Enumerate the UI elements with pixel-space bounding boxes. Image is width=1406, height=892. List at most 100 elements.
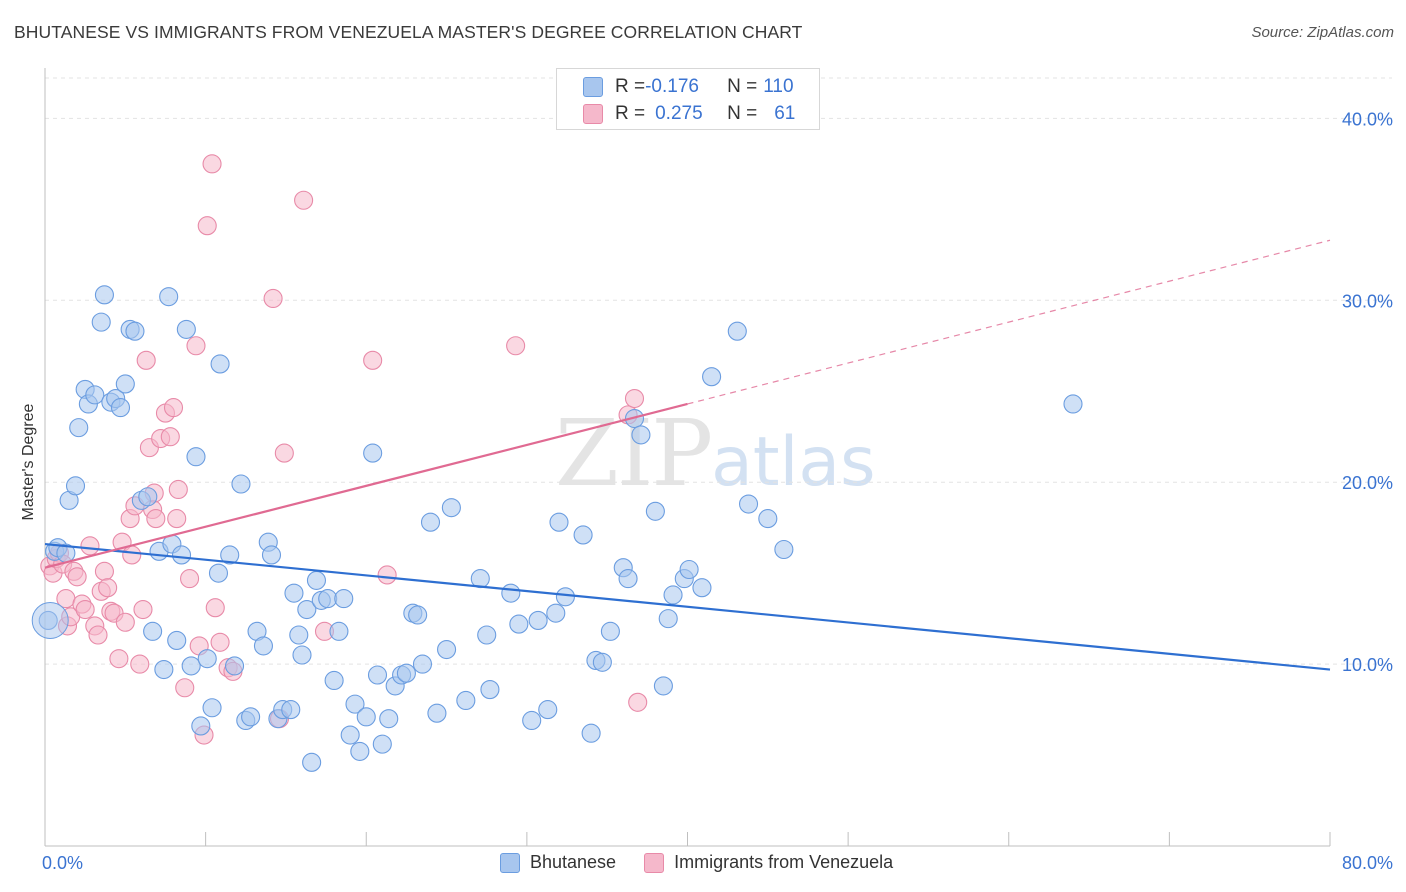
bhutanese-point [1063,394,1083,414]
legend-n-value: 110 [763,76,794,97]
bhutanese-point [167,630,187,650]
bhutanese-trend-line [44,542,1331,671]
bhutanese-point [231,474,251,494]
venezuela-point [167,509,187,529]
correlation-legend: R = -0.176 N = 110 R = 0.275 N = 61 [556,68,820,130]
bhutanese-point [363,443,383,463]
venezuela-point [133,599,153,620]
source-label: Source: ZipAtlas.com [1251,24,1394,41]
bhutanese-point [396,663,416,683]
bhutanese-point [427,703,447,723]
venezuela-point [160,427,180,447]
venezuela-trend-line-extension [687,239,1331,405]
venezuela-point [163,398,184,418]
bhutanese-point [774,539,794,560]
legend-n-value: 61 [774,103,796,124]
bhutanese-point [224,656,245,676]
bhutanese-point [297,599,317,620]
venezuela-point [75,599,95,620]
y-tick-label: 10.0% [1342,655,1393,675]
bhutanese-point [302,752,322,772]
bhutanese-point [65,476,86,496]
bhutanese-point [340,725,360,745]
bhutanese-point [379,709,399,729]
bhutanese-point [692,578,712,598]
bhutanese-point [191,716,211,736]
bhutanese-point [181,656,201,676]
venezuela-point [210,632,230,652]
venezuela-point [377,565,397,585]
legend-swatch-bhutanese [583,77,603,97]
legend-r-value: -0.176 [645,76,699,97]
bhutanese-point [143,621,163,641]
venezuela-point [180,569,200,589]
bhutanese-point [618,569,638,589]
venezuela-point [506,336,526,356]
bhutanese-point [85,385,105,405]
bhutanese-point [581,723,601,743]
legend-item-bhutanese: Bhutanese [500,852,616,873]
venezuela-point [202,154,222,174]
venezuela-point [263,288,283,309]
venezuela-point [628,692,648,712]
bhutanese-point [441,498,461,518]
legend-r-label: R = [615,103,646,124]
bhutanese-point [94,285,114,305]
venezuela-point [98,578,118,598]
bhutanese-point [600,621,620,641]
venezuela-point [80,536,100,556]
bhutanese-point [253,636,274,656]
bhutanese-point [115,374,135,394]
legend-item-venezuela: Immigrants from Venezuela [644,852,893,873]
bhutanese-point [110,398,131,418]
bhutanese-point [324,670,344,691]
bhutanese-point [546,603,566,623]
series-legend: Bhutanese Immigrants from Venezuela [500,852,921,873]
bhutanese-point [645,501,665,521]
venezuela-point [122,545,142,565]
venezuela-point [205,598,225,618]
venezuela-point [88,625,108,645]
bhutanese-point [663,585,683,605]
bhutanese-point [356,707,376,727]
venezuela-point [197,216,217,236]
bhutanese-point [345,694,365,714]
bhutanese-point [727,321,747,341]
bhutanese-point [412,654,433,674]
venezuela-point [186,336,206,356]
bhutanese-point [289,625,309,645]
venezuela-point [146,509,166,529]
y-axis-label: Master's Degree [20,403,37,520]
legend-label-venezuela: Immigrants from Venezuela [674,852,894,872]
bhutanese-point [210,354,230,374]
bhutanese-point [501,583,521,603]
bhutanese-point [318,589,338,609]
legend-swatch-venezuela [644,852,665,873]
legend-r-value: 0.275 [655,103,703,124]
bhutanese-point [631,425,651,445]
bhutanese-point [528,610,548,630]
venezuela-point [168,479,188,500]
bhutanese-point [367,665,388,685]
venezuela-trend-line [44,402,688,569]
venezuela-point [94,561,114,581]
legend-n-label: N = [727,76,758,97]
bhutanese-point [408,605,428,625]
venezuela-point [109,649,129,669]
legend-swatch-bhutanese [500,852,520,873]
legend-row-bhutanese: R = -0.176 N = 110 [583,76,794,98]
legend-r-label: R = [615,76,646,97]
bhutanese-point [420,512,441,532]
bhutanese-point [334,589,354,609]
venezuela-point [130,654,150,674]
bhutanese-point [69,418,89,438]
venezuela-point [274,443,294,463]
x-tick-label-max: 80.0% [1342,853,1393,873]
bhutanese-point [509,614,529,634]
bhutanese-point [592,652,612,672]
bhutanese-point [738,494,759,514]
bhutanese-point [456,690,476,711]
x-tick-label-min: 0.0% [42,853,83,873]
bhutanese-point [159,287,179,307]
